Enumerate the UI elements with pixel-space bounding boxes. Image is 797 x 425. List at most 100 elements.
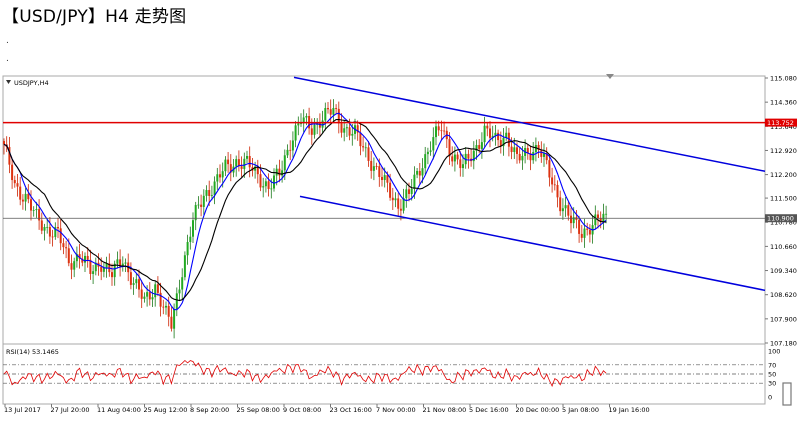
fast-ma-line [3,112,607,311]
candle-body [583,228,586,238]
candle-body [229,164,232,173]
candle-body [497,132,500,141]
candle-body [224,159,227,172]
candle-body [364,147,367,149]
candle-body [478,145,481,149]
candle-body [57,227,59,229]
candle-body [599,218,602,223]
candle-body [453,154,456,162]
candle-body [300,123,302,125]
candle-body [294,125,297,141]
scroll-indicator[interactable] [782,382,792,406]
candle-body [283,155,286,171]
candle-body [597,214,599,219]
candle-body [291,140,294,151]
candle-body [432,137,435,151]
candle-body [394,198,397,201]
candle-body [89,259,92,274]
candle-body [518,153,521,161]
candle-body [35,209,38,211]
candle-body [572,217,575,224]
candle-body [181,277,184,290]
x-tick-label: 25 Sep 08:00 [237,406,280,414]
x-tick-label: 23 Oct 16:00 [330,406,372,414]
x-tick-label: 8 Sep 20:00 [190,406,229,414]
candle-body [543,153,545,157]
slow-ma-line [3,118,607,302]
rsi-level-label: 50 [768,371,776,379]
candle-body [462,164,464,169]
y-tick-label: 112.920 [770,147,797,155]
candle-body [129,272,132,285]
candle-body [102,267,105,272]
y-tick-label: 107.900 [770,315,797,323]
y-tick-label: 110.660 [770,243,797,251]
candle-body [254,166,257,171]
candle-body [43,227,46,231]
candle-body [367,147,370,161]
candle-body [40,220,43,231]
candle-body [429,150,432,152]
candle-body [516,147,518,154]
candle-body [588,229,591,235]
trend-channel [293,76,766,292]
x-tick-label: 21 Nov 08:00 [423,406,467,414]
candle-body [92,271,95,274]
candle-body [505,132,508,138]
candle-body [370,160,373,171]
candle-body [165,305,167,308]
candle-body [556,184,559,198]
x-tick-label: 13 Jul 2017 [4,406,41,414]
chart-menu-icon[interactable] [6,80,11,84]
x-tick-label: 27 Jul 20:00 [51,406,90,414]
candle-body [154,284,157,298]
candle-body [416,170,419,175]
y-tick-label: 110.780 [770,219,797,227]
candle-body [286,149,289,156]
candle-body [270,188,273,190]
candle-body [54,227,57,237]
candle-body [21,199,24,202]
candle-body [100,266,103,272]
candle-body [186,242,189,256]
x-tick-label: 19 Jan 16:00 [609,406,650,414]
channel-lower-line [299,195,766,292]
x-tick-label: 11 Aug 04:00 [97,406,141,414]
candle-body [561,208,564,212]
candle-body [483,125,486,143]
y-tick-label: 107.180 [770,340,797,348]
candle-body [240,166,243,169]
x-axis: 13 Jul 2017 27 Jul 20:00 11 Aug 04:00 25 Au… [4,404,650,414]
candle-body [534,144,537,153]
candle-body [219,174,221,178]
candle-body [65,247,68,249]
rsi-label: RSI(14) 53.1465 [6,348,59,356]
candle-body [170,316,173,329]
candle-body [356,125,359,133]
candle-body [148,292,151,300]
candle-body [372,166,375,171]
candle-body [486,125,489,129]
candle-body [475,145,478,151]
candle-body [345,127,348,129]
candle-body [489,128,491,138]
candle-body [426,151,429,155]
candle-body [13,180,16,184]
candle-body [540,150,543,157]
candle-body [278,168,281,176]
candle-body [297,123,300,126]
candle-body [435,126,437,138]
candle-body [48,226,51,237]
candle-body [526,147,529,154]
candle-body [27,193,30,200]
candle-body [375,166,378,167]
decor-dot: . [6,54,9,64]
rsi-line [3,359,607,388]
chart-shift-icon[interactable] [606,74,614,79]
candle-body [324,108,327,121]
candle-body [8,146,11,165]
candle-body [205,190,208,196]
candle-body [351,133,354,136]
y-tick-label: 114.360 [770,99,797,107]
